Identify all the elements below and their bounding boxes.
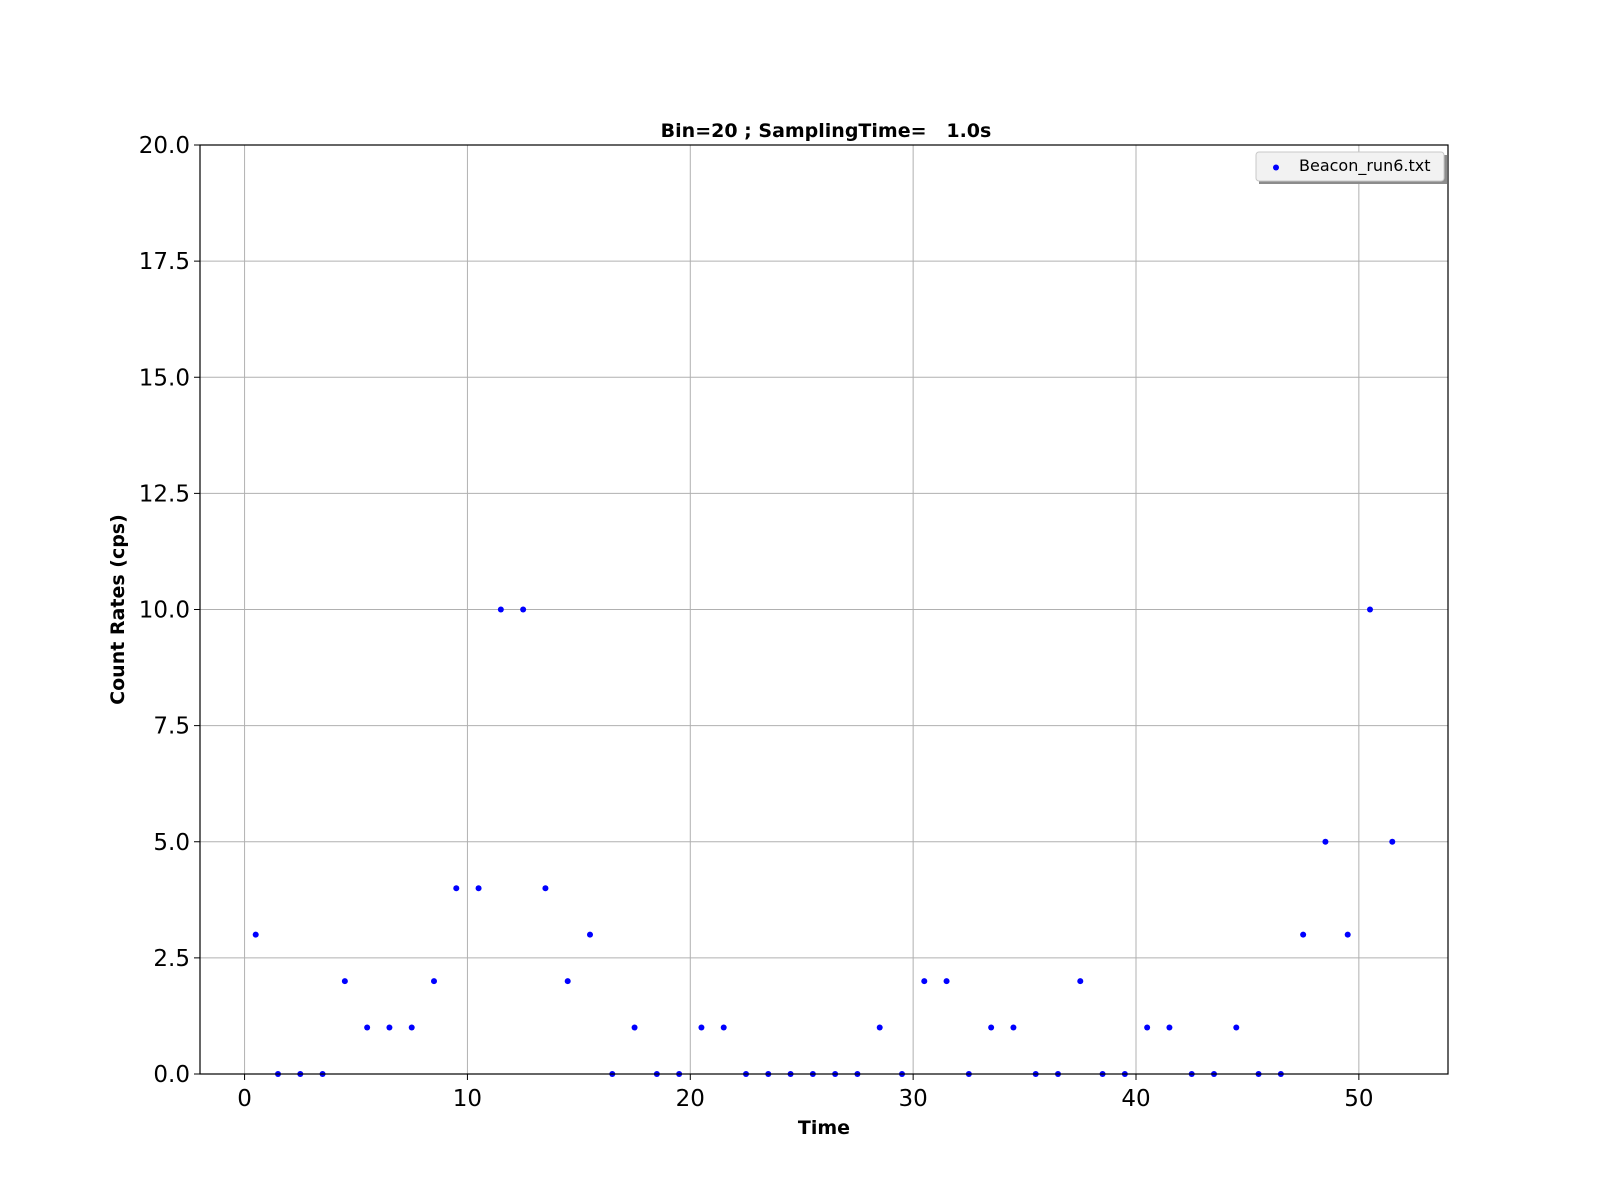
data-point xyxy=(988,1024,995,1031)
data-point xyxy=(252,931,259,938)
legend: Beacon_run6.txt xyxy=(1255,151,1447,184)
y-axis-ticks: 0.0 2.5 5.0 7.5 10.0 12.5 15.0 17.5 20.0 xyxy=(139,133,200,1088)
y-tick-label: 15.0 xyxy=(139,365,190,391)
data-point xyxy=(876,1024,883,1031)
data-point xyxy=(1322,838,1329,845)
y-tick-label: 2.5 xyxy=(153,946,190,972)
data-point xyxy=(1010,1024,1017,1031)
data-point xyxy=(408,1024,415,1031)
x-tick-label: 20 xyxy=(676,1086,705,1112)
y-tick-label: 10.0 xyxy=(139,598,190,624)
legend-label: Beacon_run6.txt xyxy=(1299,156,1431,176)
y-tick-label: 20.0 xyxy=(139,133,190,159)
data-point xyxy=(1077,978,1084,985)
y-tick-label: 17.5 xyxy=(139,249,190,275)
x-axis-ticks: 0 10 20 30 40 50 xyxy=(237,1074,1373,1112)
data-point xyxy=(364,1024,371,1031)
x-axis-label: Time xyxy=(798,1117,850,1139)
x-tick-label: 10 xyxy=(453,1086,482,1112)
data-point xyxy=(497,606,504,613)
data-point xyxy=(1344,931,1351,938)
data-point xyxy=(1300,931,1307,938)
y-tick-label: 0.0 xyxy=(153,1062,190,1088)
data-point xyxy=(520,606,527,613)
data-point xyxy=(943,978,950,985)
data-point xyxy=(1233,1024,1240,1031)
data-point xyxy=(386,1024,393,1031)
data-point xyxy=(698,1024,705,1031)
x-tick-label: 40 xyxy=(1121,1086,1150,1112)
data-point xyxy=(341,978,348,985)
data-point xyxy=(564,978,571,985)
legend-box xyxy=(1255,151,1445,182)
data-point xyxy=(631,1024,638,1031)
data-point xyxy=(1166,1024,1173,1031)
data-point xyxy=(431,978,437,985)
x-tick-label: 0 xyxy=(237,1086,252,1112)
x-tick-label: 50 xyxy=(1344,1086,1373,1112)
y-tick-label: 7.5 xyxy=(153,714,190,740)
data-point xyxy=(921,978,928,985)
data-point xyxy=(453,885,460,892)
y-tick-label: 12.5 xyxy=(139,481,190,507)
data-point xyxy=(1389,838,1396,845)
data-point xyxy=(1367,606,1373,613)
x-tick-label: 30 xyxy=(899,1086,928,1112)
data-point xyxy=(720,1024,727,1031)
data-point xyxy=(542,885,549,892)
data-point xyxy=(1144,1024,1151,1031)
legend-marker xyxy=(1273,164,1279,171)
y-axis-label: Count Rates (cps) xyxy=(107,514,129,705)
chart-title: Bin=20 ; SamplingTime= 1.0s xyxy=(661,120,992,142)
data-point xyxy=(475,885,482,892)
y-tick-label: 5.0 xyxy=(153,830,190,856)
data-point xyxy=(587,931,593,938)
